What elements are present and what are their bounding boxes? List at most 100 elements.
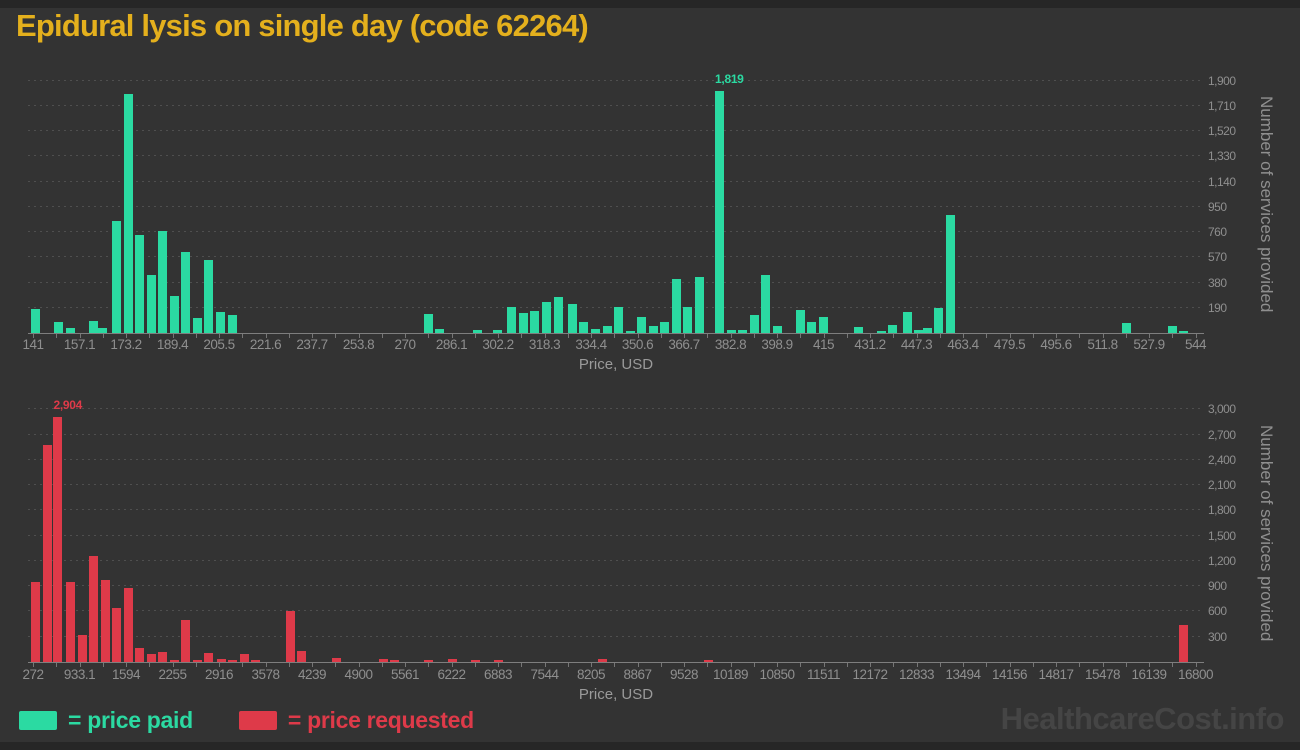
- y-tick-label: 2,100: [1208, 478, 1236, 493]
- gridline: [28, 256, 1204, 258]
- x-tick-mark: [358, 334, 360, 338]
- x-tick-label: 431.2: [854, 337, 886, 352]
- bar: [602, 325, 612, 333]
- bar: [749, 314, 759, 333]
- y-tick-label: 1,520: [1208, 124, 1236, 139]
- x-tick-label: 398.9: [761, 337, 793, 352]
- x-tick-label: 933.1: [63, 667, 96, 682]
- bar: [818, 317, 828, 333]
- x-tick-mark: [242, 663, 244, 667]
- y-tick-label: 950: [1208, 199, 1227, 214]
- gridline: [28, 610, 1204, 612]
- bar: [123, 94, 133, 333]
- x-tick-mark: [823, 334, 825, 338]
- bar: [88, 555, 98, 662]
- bar: [111, 608, 121, 662]
- bar: [1179, 624, 1189, 662]
- y-tick-label: 380: [1208, 275, 1227, 290]
- x-tick-label: 8867: [623, 667, 652, 682]
- y-tick-label: 190: [1208, 300, 1227, 315]
- x-tick-mark: [219, 663, 220, 667]
- x-tick-mark: [33, 663, 34, 667]
- bar: [914, 330, 924, 333]
- x-tick-mark: [777, 334, 778, 338]
- peak-value-label: 2,904: [53, 398, 82, 413]
- bar: [598, 658, 607, 662]
- bar: [591, 329, 600, 333]
- gridline: [28, 534, 1204, 536]
- x-tick-label: 141: [22, 337, 44, 352]
- x-tick-mark: [335, 334, 337, 338]
- bar: [703, 660, 713, 662]
- x-tick-mark: [474, 334, 476, 338]
- bar: [726, 329, 736, 333]
- x-tick-mark: [544, 334, 546, 338]
- x-tick-label: 253.8: [342, 337, 375, 352]
- bar: [876, 330, 886, 333]
- x-tick-mark: [288, 334, 290, 338]
- bar: [31, 309, 41, 333]
- y-axis-title: Number of services provided: [1257, 95, 1276, 313]
- y-tick-label: 1,500: [1208, 528, 1236, 543]
- x-tick-mark: [312, 663, 313, 667]
- x-tick-mark: [637, 334, 639, 338]
- price-paid-plot-area: 1,819: [28, 72, 1204, 334]
- bar: [493, 660, 503, 662]
- x-tick-label: 382.8: [714, 337, 747, 352]
- x-tick-mark: [1149, 334, 1150, 338]
- bar: [54, 321, 64, 333]
- x-tick-label: 205.5: [203, 337, 235, 352]
- x-tick-mark: [219, 334, 220, 338]
- x-tick-mark: [660, 334, 662, 338]
- y-axis-labels: 300 600 900 1,200 1,500 1,800 2,100 2,400 2,700 3…: [1208, 402, 1252, 662]
- x-tick-label: 6222: [437, 667, 466, 682]
- gridline: [28, 205, 1204, 207]
- bar: [888, 325, 898, 333]
- x-tick-mark: [405, 663, 406, 667]
- x-tick-mark: [474, 663, 476, 667]
- gridline: [28, 458, 1204, 460]
- y-tick-label: 900: [1208, 579, 1227, 594]
- x-tick-mark: [637, 663, 639, 667]
- x-tick-label: 14156: [991, 667, 1028, 682]
- x-tick-mark: [777, 663, 778, 667]
- x-tick-mark: [800, 663, 802, 667]
- x-tick-label: 511.8: [1087, 337, 1118, 352]
- y-tick-label: 1,200: [1208, 553, 1236, 568]
- x-tick-label: 366.7: [668, 337, 700, 352]
- bar: [1179, 330, 1189, 333]
- bar: [807, 322, 817, 333]
- x-tick-label: 237.7: [296, 337, 328, 352]
- bar: [471, 660, 481, 662]
- bar: [553, 297, 563, 333]
- y-tick-label: 570: [1208, 250, 1227, 265]
- x-tick-mark: [79, 334, 81, 338]
- x-tick-mark: [56, 663, 58, 667]
- x-tick-mark: [846, 663, 848, 667]
- price-requested-chart: 2,904 272 933.1 1594 2255 2916 3578 4239 4900 55…: [0, 398, 1300, 715]
- gridline: [28, 104, 1204, 106]
- bar: [296, 650, 306, 662]
- bar: [694, 276, 704, 333]
- x-axis-ticks: [28, 334, 1204, 339]
- x-axis-labels: 141 157.1 173.2 189.4 205.5 221.6 237.7 253.8 27…: [22, 337, 1206, 353]
- x-tick-label: 5561: [390, 667, 420, 682]
- gridline: [28, 585, 1204, 587]
- legend: = price paid = price requested: [19, 707, 474, 734]
- x-tick-mark: [660, 663, 662, 667]
- bar: [250, 660, 260, 662]
- bar: [423, 314, 433, 333]
- gridline: [28, 130, 1204, 132]
- x-tick-mark: [567, 663, 569, 667]
- x-tick-label: 286.1: [435, 337, 468, 352]
- x-tick-mark: [893, 663, 895, 667]
- x-tick-mark: [1149, 663, 1150, 667]
- x-tick-label: 12172: [852, 667, 888, 682]
- x-axis-ticks: [28, 663, 1204, 668]
- gridline: [28, 635, 1204, 637]
- x-tick-label: 14817: [1038, 667, 1074, 682]
- bar: [660, 322, 670, 333]
- bar: [193, 659, 202, 662]
- bar: [135, 234, 145, 333]
- x-axis-title: Price, USD: [578, 356, 654, 373]
